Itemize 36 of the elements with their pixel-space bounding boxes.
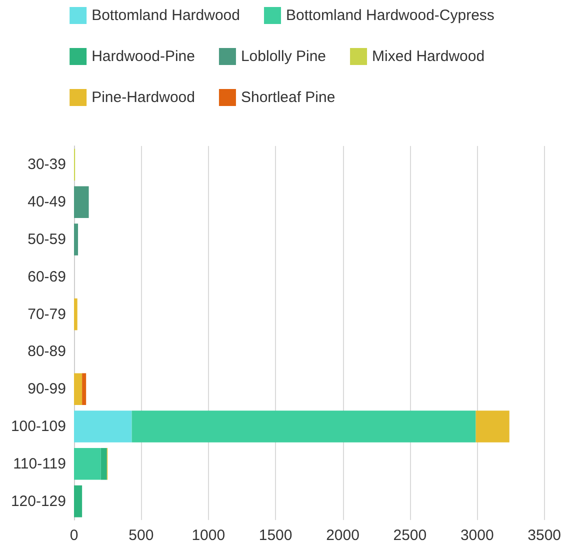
x-tick-label: 1000 (192, 527, 226, 544)
legend-label: Loblolly Pine (240, 48, 326, 65)
y-tick-label: 120-129 (10, 492, 66, 510)
y-tick-label: 50-59 (28, 231, 66, 248)
x-tick-label: 3500 (528, 527, 562, 544)
bar (74, 410, 132, 442)
y-tick-label: 80-89 (28, 343, 66, 360)
bar (100, 448, 107, 480)
y-tick-label: 110-119 (13, 455, 66, 472)
y-tick-label: 30-39 (28, 156, 66, 174)
bar (74, 373, 82, 405)
y-tick-label: 70-79 (28, 306, 66, 323)
bar (82, 373, 86, 405)
bar (74, 448, 101, 480)
legend-label: Bottomland Hardwood-Cypress (286, 7, 494, 24)
legend-label: Hardwood-Pine (92, 48, 195, 65)
legend-label: Mixed Hardwood (372, 48, 485, 65)
y-tick-label: 40-49 (28, 194, 66, 211)
bar (74, 298, 78, 330)
legend-label: Shortleaf Pine (240, 89, 336, 106)
x-tick-label: 500 (128, 527, 154, 544)
x-tick-label: 2000 (326, 527, 360, 544)
x-tick-label: 1500 (258, 527, 292, 544)
bar (476, 410, 510, 442)
bar (132, 410, 476, 442)
bar (74, 186, 89, 218)
legend-label: Pine-Hardwood (92, 89, 195, 106)
y-tick-label: 90-99 (28, 380, 66, 398)
x-tick-label: 0 (70, 527, 78, 544)
y-tick-label: 100-109 (10, 418, 66, 435)
legend-label: Bottomland Hardwood (92, 7, 240, 24)
x-tick-label: 2500 (393, 527, 427, 544)
x-tick-label: 3000 (460, 527, 494, 544)
bar (74, 224, 78, 256)
y-tick-label: 60-69 (28, 268, 66, 286)
bar (74, 485, 82, 518)
